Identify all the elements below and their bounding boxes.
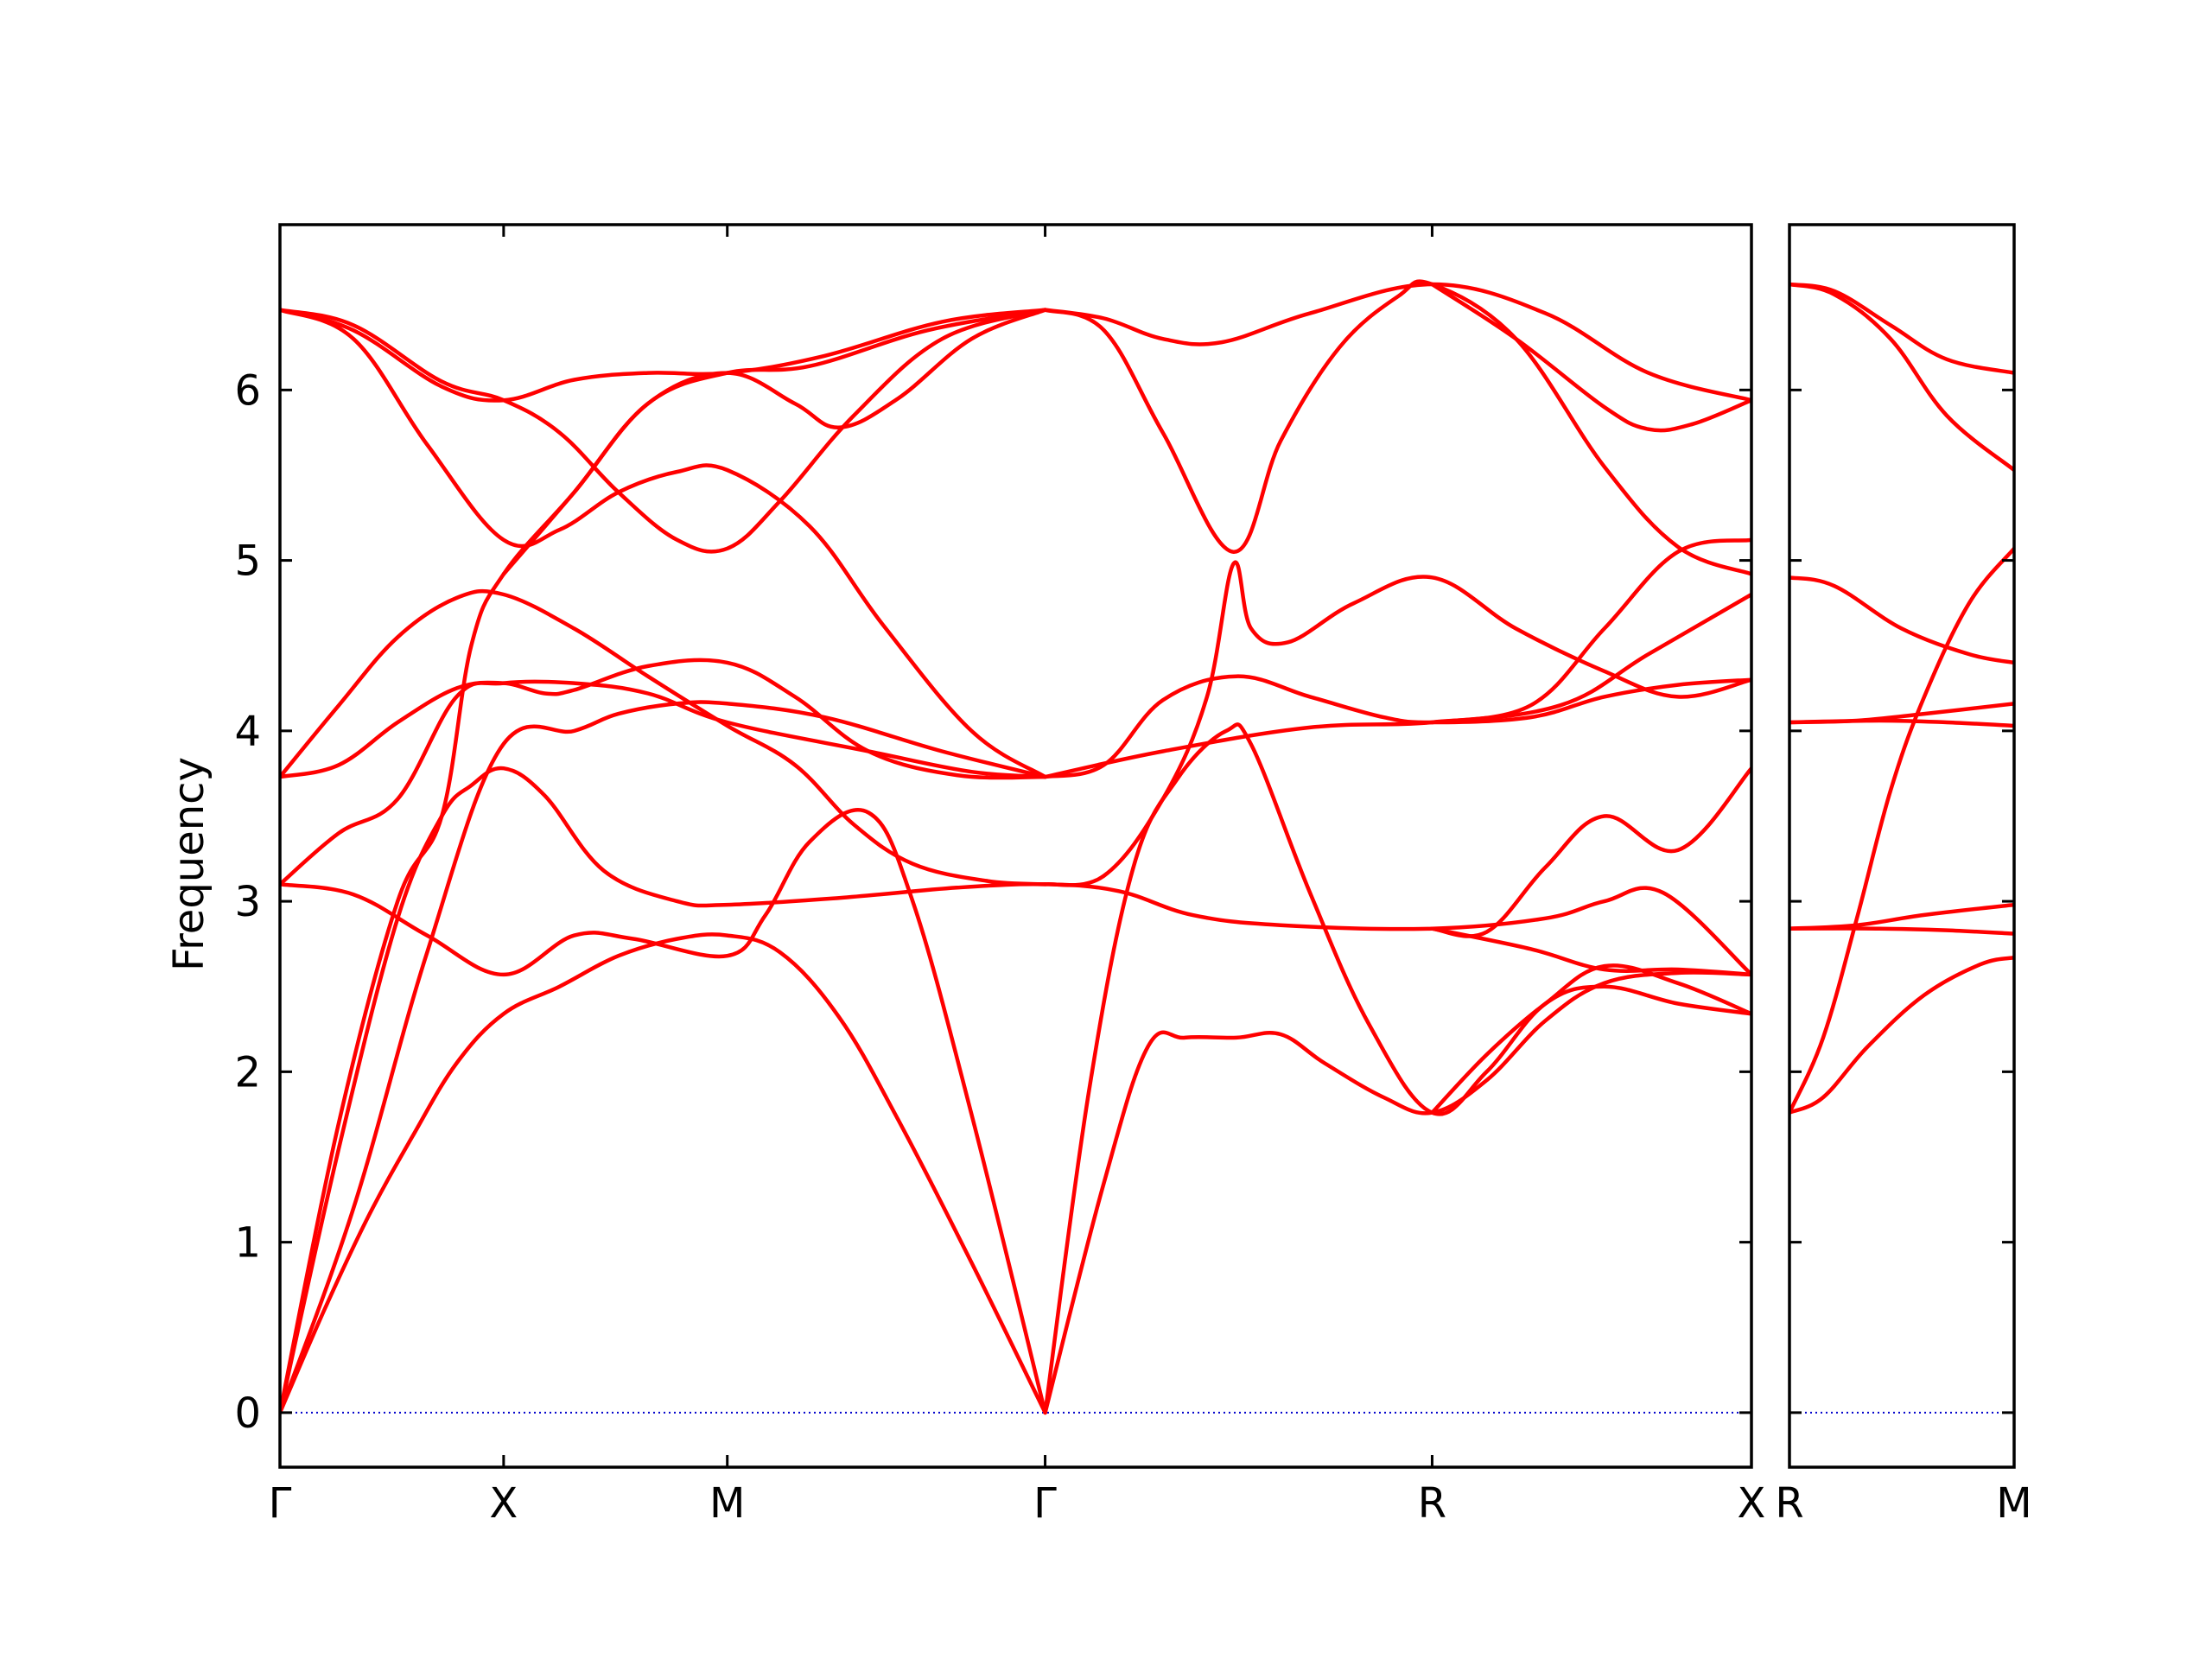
x-tick-label: R xyxy=(1418,1479,1446,1528)
band-line xyxy=(280,679,1047,887)
band-line xyxy=(1043,560,1751,887)
x-tick-label: Γ xyxy=(269,1479,292,1528)
band-line xyxy=(1789,902,2014,931)
band-line xyxy=(1430,282,1751,433)
band-line xyxy=(280,308,1047,403)
band-line xyxy=(1430,963,1751,1115)
band-line xyxy=(1789,955,2014,1115)
band-line xyxy=(1043,674,1751,779)
bands xyxy=(1789,282,2014,1115)
band-line xyxy=(280,700,1047,1415)
band-line xyxy=(1789,282,2014,375)
band-line xyxy=(280,932,1047,1415)
y-tick-label: 5 xyxy=(234,537,261,586)
band-line xyxy=(1789,282,2014,473)
x-tick-label: X xyxy=(1738,1479,1766,1528)
band-line xyxy=(1430,766,1751,938)
band-line xyxy=(1043,592,1751,779)
x-tick-label: R xyxy=(1775,1479,1803,1528)
band-line xyxy=(501,308,1047,576)
band-line xyxy=(1789,718,2014,728)
band-line xyxy=(1043,722,1751,1415)
band-line xyxy=(1430,537,1751,725)
y-tick-label: 0 xyxy=(234,1389,261,1438)
band-line xyxy=(280,766,1751,1415)
axes-frame xyxy=(278,223,1753,1469)
x-tick-label: X xyxy=(489,1479,518,1528)
y-tick-label: 1 xyxy=(234,1219,261,1268)
bands xyxy=(280,279,1751,1415)
axes-frame xyxy=(1788,223,2016,1469)
y-axis-label: Frequency xyxy=(165,757,213,971)
y-tick-label: 6 xyxy=(234,366,261,415)
x-tick-label: M xyxy=(1996,1479,2031,1528)
x-tick-label: M xyxy=(709,1479,745,1528)
band-line xyxy=(1789,575,2014,665)
band-line xyxy=(1043,970,1751,1415)
band-line xyxy=(1043,279,1751,576)
band-line xyxy=(1789,546,2014,1115)
band-line xyxy=(280,308,1047,779)
band-line xyxy=(280,308,1047,554)
band-line xyxy=(280,588,1047,887)
band-line xyxy=(1043,282,1751,403)
y-tick-label: 4 xyxy=(234,708,261,756)
y-tick-label: 3 xyxy=(234,878,261,926)
y-tick-label: 2 xyxy=(234,1048,261,1096)
band-line xyxy=(1789,926,2014,936)
band-line xyxy=(280,807,1047,1415)
band-line xyxy=(280,658,1047,780)
main-panel: 0 1 2 3 4 5 6 Γ X M Γ R X xyxy=(234,223,1766,1528)
x-tick-label: Γ xyxy=(1033,1479,1057,1528)
band-line xyxy=(1430,926,1751,977)
